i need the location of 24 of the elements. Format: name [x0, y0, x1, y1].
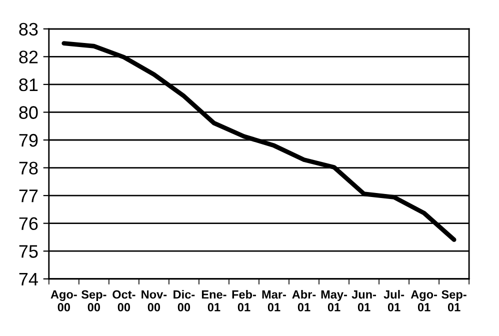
x-tick-label: Oct- 00: [112, 290, 136, 312]
x-tick-label: Mar- 01: [262, 290, 286, 312]
x-tick-label: Sep- 00: [81, 290, 106, 312]
y-tick-label: 77: [19, 190, 38, 202]
y-tick-label: 81: [19, 78, 38, 92]
y-tick-label: 80: [19, 106, 38, 119]
x-tick-label: May- 01: [321, 290, 347, 312]
x-tick-label: Jun- 01: [352, 290, 376, 312]
x-tick-label: Feb- 01: [232, 290, 256, 312]
x-tick-label: Ago- 00: [50, 290, 77, 312]
x-tick-label: Ago- 01: [410, 290, 438, 312]
x-tick-label: Nov- 00: [142, 290, 167, 312]
x-tick-label: Jul- 01: [384, 290, 404, 312]
y-tick-label: 83: [19, 22, 38, 36]
x-tick-label: Ene- 01: [202, 290, 226, 312]
y-tick-label: 74: [19, 273, 38, 286]
y-tick-label: 79: [19, 134, 38, 147]
y-tick-label: 76: [19, 217, 38, 230]
x-tick-label: Dic- 00: [174, 290, 195, 312]
y-tick-label: 82: [19, 50, 38, 64]
y-tick-label: 75: [19, 245, 38, 258]
x-tick-label: Sep- 01: [442, 290, 466, 312]
x-tick-label: Abr- 01: [292, 290, 316, 312]
y-tick-label: 78: [19, 162, 38, 174]
